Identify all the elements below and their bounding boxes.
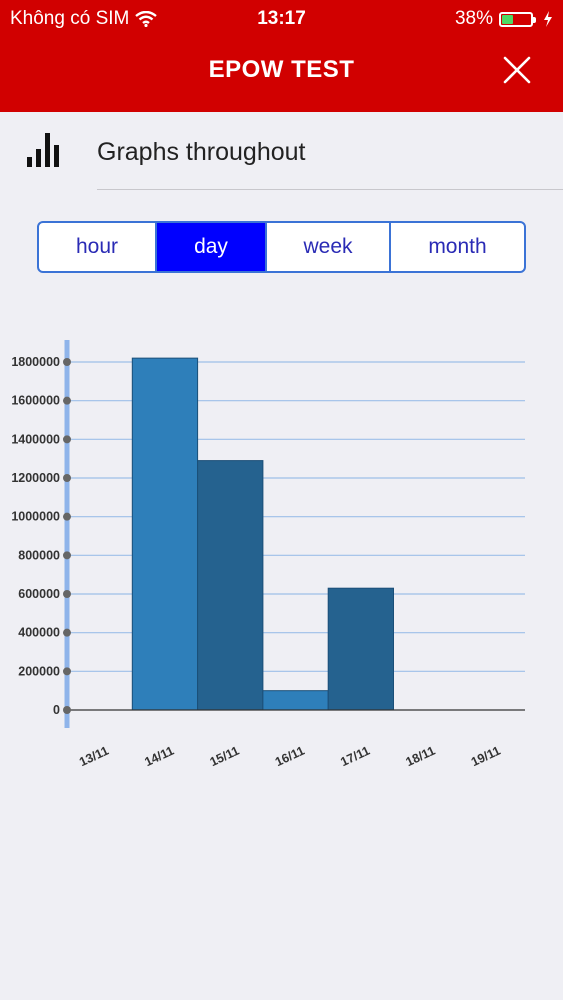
status-bar: Không có SIM 13:17 38% — [0, 0, 563, 38]
y-tick-dot — [63, 396, 71, 405]
x-tick-label: 18/11 — [404, 744, 438, 770]
y-tick-dot — [63, 435, 71, 444]
divider — [97, 189, 563, 190]
bar-chart-icon — [27, 133, 59, 167]
carrier-label: Không có SIM — [10, 8, 130, 29]
status-left: Không có SIM — [10, 8, 158, 30]
x-tick-label: 17/11 — [338, 744, 372, 770]
y-tick-label: 0 — [53, 703, 60, 717]
status-time: 13:17 — [257, 8, 306, 29]
tab-label: week — [303, 235, 353, 258]
y-tick-label: 600000 — [18, 587, 60, 601]
y-tick-label: 400000 — [18, 626, 60, 640]
tab-label: day — [194, 235, 228, 258]
wifi-icon — [135, 11, 158, 27]
app-header: Không có SIM 13:17 38% EPOW TEST — [0, 0, 563, 112]
y-tick-label: 1800000 — [11, 355, 60, 369]
x-tick-label: 14/11 — [142, 744, 176, 770]
y-tick-label: 200000 — [18, 664, 60, 678]
tab-label: hour — [75, 235, 119, 258]
y-tick-dot — [63, 512, 71, 521]
battery-fill — [502, 14, 513, 24]
tab-label: month — [428, 235, 487, 258]
tab-hour[interactable]: hour — [39, 223, 157, 271]
y-tick-dot — [63, 706, 71, 714]
bar — [262, 690, 329, 711]
bar — [131, 357, 199, 711]
y-tick-dot — [63, 667, 71, 676]
y-tick-dot — [63, 628, 71, 637]
section-title: Graphs throughout — [97, 138, 306, 166]
tab-month[interactable]: month — [391, 223, 524, 271]
bar — [197, 460, 264, 711]
y-tick-label: 1200000 — [11, 471, 60, 485]
y-tick-dot — [63, 551, 71, 560]
close-icon[interactable] — [501, 54, 533, 86]
throughput-bar-chart: 0 200000 400000 600000 800000 1000000 1200000 1… — [11, 340, 525, 770]
status-right: 38% — [455, 8, 553, 30]
bar — [327, 587, 395, 711]
tab-week[interactable]: week — [267, 223, 391, 271]
y-tick-label: 1000000 — [11, 510, 60, 524]
close-button[interactable] — [501, 54, 533, 86]
charging-bolt-icon — [544, 11, 552, 27]
section-header: Graphs throughout — [0, 112, 563, 190]
page-title: EPOW TEST — [208, 56, 355, 83]
x-tick-label: 13/11 — [77, 744, 111, 770]
y-tick-dot — [63, 358, 71, 366]
y-tick-dot — [63, 474, 71, 482]
y-tick-label: 1400000 — [11, 432, 60, 446]
y-tick-dot — [63, 590, 71, 598]
x-tick-label: 19/11 — [469, 744, 503, 770]
tab-day[interactable]: day — [157, 223, 267, 271]
x-tick-label: 16/11 — [273, 744, 307, 770]
x-tick-label: 15/11 — [208, 744, 242, 770]
y-tick-label: 1600000 — [11, 394, 60, 408]
battery-percent: 38% — [454, 8, 493, 29]
battery-icon — [499, 11, 536, 27]
y-tick-label: 800000 — [18, 548, 60, 562]
period-selector: hour day week month — [37, 221, 526, 273]
